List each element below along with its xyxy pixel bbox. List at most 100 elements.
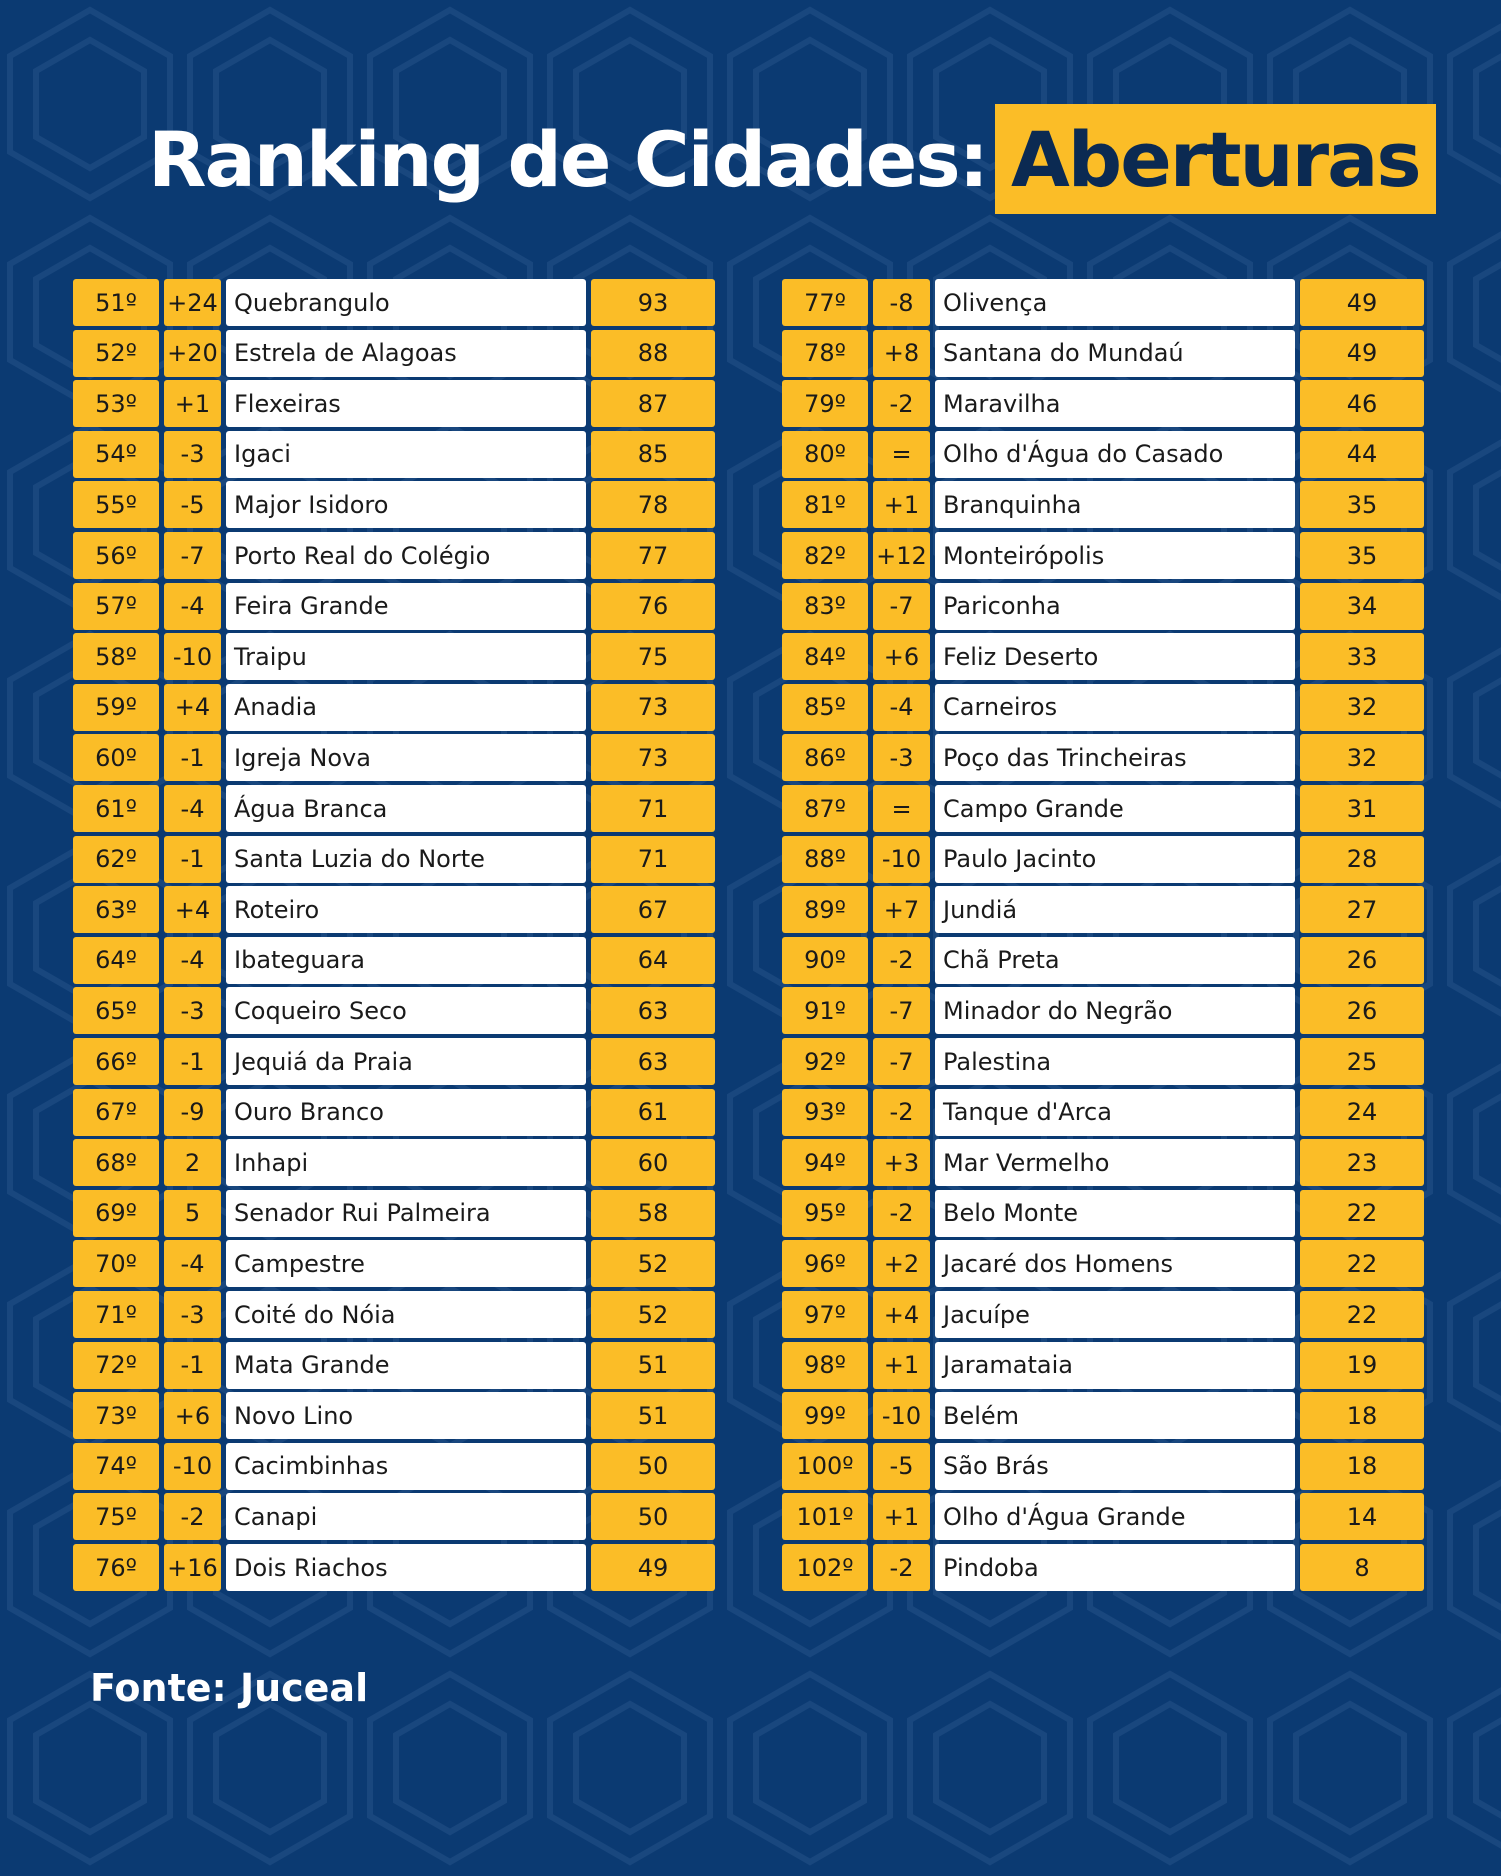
city-name-cell: Coité do Nóia	[226, 1291, 586, 1338]
city-name-cell: Igreja Nova	[226, 734, 586, 782]
city-name-cell: Jaramataia	[935, 1341, 1295, 1389]
rank-cell: 88º	[782, 835, 868, 883]
table-row: 90º -2 Chã Preta 26	[782, 936, 1424, 984]
openings-cell: 50	[591, 1493, 715, 1541]
table-row: 59º +4 Anadia 73	[73, 683, 715, 731]
rank-cell: 98º	[782, 1341, 868, 1389]
change-cell: +3	[873, 1139, 930, 1187]
change-cell: -2	[164, 1493, 221, 1541]
city-name-cell: Porto Real do Colégio	[226, 532, 586, 579]
rank-cell: 66º	[73, 1038, 159, 1085]
openings-cell: 14	[1300, 1493, 1424, 1541]
city-name-cell: Palestina	[935, 1038, 1295, 1085]
city-name-cell: Mata Grande	[226, 1341, 586, 1389]
rank-cell: 69º	[73, 1189, 159, 1237]
city-name-cell: Poço das Trincheiras	[935, 734, 1295, 782]
city-name-cell: Água Branca	[226, 785, 586, 832]
change-cell: 5	[164, 1189, 221, 1237]
rank-cell: 80º	[782, 430, 868, 478]
change-cell: -10	[873, 1392, 930, 1440]
openings-cell: 35	[1300, 532, 1424, 579]
city-name-cell: Paulo Jacinto	[935, 835, 1295, 883]
rank-cell: 82º	[782, 532, 868, 579]
openings-cell: 46	[1300, 380, 1424, 428]
table-row: 77º -8 Olivença 49	[782, 279, 1424, 326]
table-row: 94º +3 Mar Vermelho 23	[782, 1139, 1424, 1187]
city-name-cell: São Brás	[935, 1442, 1295, 1490]
change-cell: +6	[873, 633, 930, 681]
rank-cell: 56º	[73, 532, 159, 579]
table-row: 91º -7 Minador do Negrão 26	[782, 987, 1424, 1035]
rank-cell: 101º	[782, 1493, 868, 1541]
table-row: 61º -4 Água Branca 71	[73, 785, 715, 832]
rank-cell: 64º	[73, 936, 159, 984]
rank-cell: 86º	[782, 734, 868, 782]
change-cell: +2	[873, 1240, 930, 1288]
table-row: 52º +20 Estrela de Alagoas 88	[73, 329, 715, 377]
table-row: 51º +24 Quebrangulo 93	[73, 279, 715, 326]
openings-cell: 8	[1300, 1544, 1424, 1591]
table-row: 87º = Campo Grande 31	[782, 785, 1424, 832]
city-name-cell: Major Isidoro	[226, 481, 586, 529]
rank-cell: 74º	[73, 1442, 159, 1490]
page-title: Ranking de Cidades: Aberturas	[148, 104, 1436, 214]
table-row: 57º -4 Feira Grande 76	[73, 582, 715, 630]
openings-cell: 77	[591, 532, 715, 579]
city-name-cell: Carneiros	[935, 683, 1295, 731]
openings-cell: 27	[1300, 886, 1424, 934]
openings-cell: 93	[591, 279, 715, 326]
table-row: 95º -2 Belo Monte 22	[782, 1189, 1424, 1237]
openings-cell: 73	[591, 734, 715, 782]
city-name-cell: Mar Vermelho	[935, 1139, 1295, 1187]
change-cell: -3	[164, 987, 221, 1035]
rank-cell: 61º	[73, 785, 159, 832]
city-name-cell: Chã Preta	[935, 936, 1295, 984]
change-cell: +8	[873, 329, 930, 377]
openings-cell: 51	[591, 1341, 715, 1389]
change-cell: +12	[873, 532, 930, 579]
change-cell: +16	[164, 1544, 221, 1591]
city-name-cell: Belo Monte	[935, 1189, 1295, 1237]
city-name-cell: Santana do Mundaú	[935, 329, 1295, 377]
rank-cell: 63º	[73, 886, 159, 934]
rank-cell: 62º	[73, 835, 159, 883]
rank-cell: 71º	[73, 1291, 159, 1338]
change-cell: -3	[164, 430, 221, 478]
table-row: 92º -7 Palestina 25	[782, 1038, 1424, 1085]
change-cell: -1	[164, 835, 221, 883]
change-cell: -7	[164, 532, 221, 579]
table-row: 75º -2 Canapi 50	[73, 1493, 715, 1541]
table-row: 67º -9 Ouro Branco 61	[73, 1088, 715, 1136]
openings-cell: 49	[591, 1544, 715, 1591]
rank-cell: 76º	[73, 1544, 159, 1591]
table-row: 71º -3 Coité do Nóia 52	[73, 1291, 715, 1338]
table-row: 88º -10 Paulo Jacinto 28	[782, 835, 1424, 883]
city-name-cell: Ouro Branco	[226, 1088, 586, 1136]
city-name-cell: Traipu	[226, 633, 586, 681]
rank-cell: 68º	[73, 1139, 159, 1187]
city-name-cell: Cacimbinhas	[226, 1442, 586, 1490]
rank-cell: 93º	[782, 1088, 868, 1136]
rank-cell: 85º	[782, 683, 868, 731]
rank-cell: 65º	[73, 987, 159, 1035]
change-cell: +20	[164, 329, 221, 377]
table-row: 89º +7 Jundiá 27	[782, 886, 1424, 934]
change-cell: -7	[873, 1038, 930, 1085]
rank-cell: 81º	[782, 481, 868, 529]
rank-cell: 94º	[782, 1139, 868, 1187]
change-cell: -4	[164, 785, 221, 832]
table-row: 84º +6 Feliz Deserto 33	[782, 633, 1424, 681]
openings-cell: 34	[1300, 582, 1424, 630]
openings-cell: 64	[591, 936, 715, 984]
city-name-cell: Anadia	[226, 683, 586, 731]
openings-cell: 25	[1300, 1038, 1424, 1085]
openings-cell: 24	[1300, 1088, 1424, 1136]
city-name-cell: Coqueiro Seco	[226, 987, 586, 1035]
change-cell: =	[873, 430, 930, 478]
city-name-cell: Jacaré dos Homens	[935, 1240, 1295, 1288]
rank-cell: 60º	[73, 734, 159, 782]
table-row: 56º -7 Porto Real do Colégio 77	[73, 532, 715, 579]
rank-cell: 83º	[782, 582, 868, 630]
rank-cell: 97º	[782, 1291, 868, 1338]
change-cell: -5	[873, 1442, 930, 1490]
